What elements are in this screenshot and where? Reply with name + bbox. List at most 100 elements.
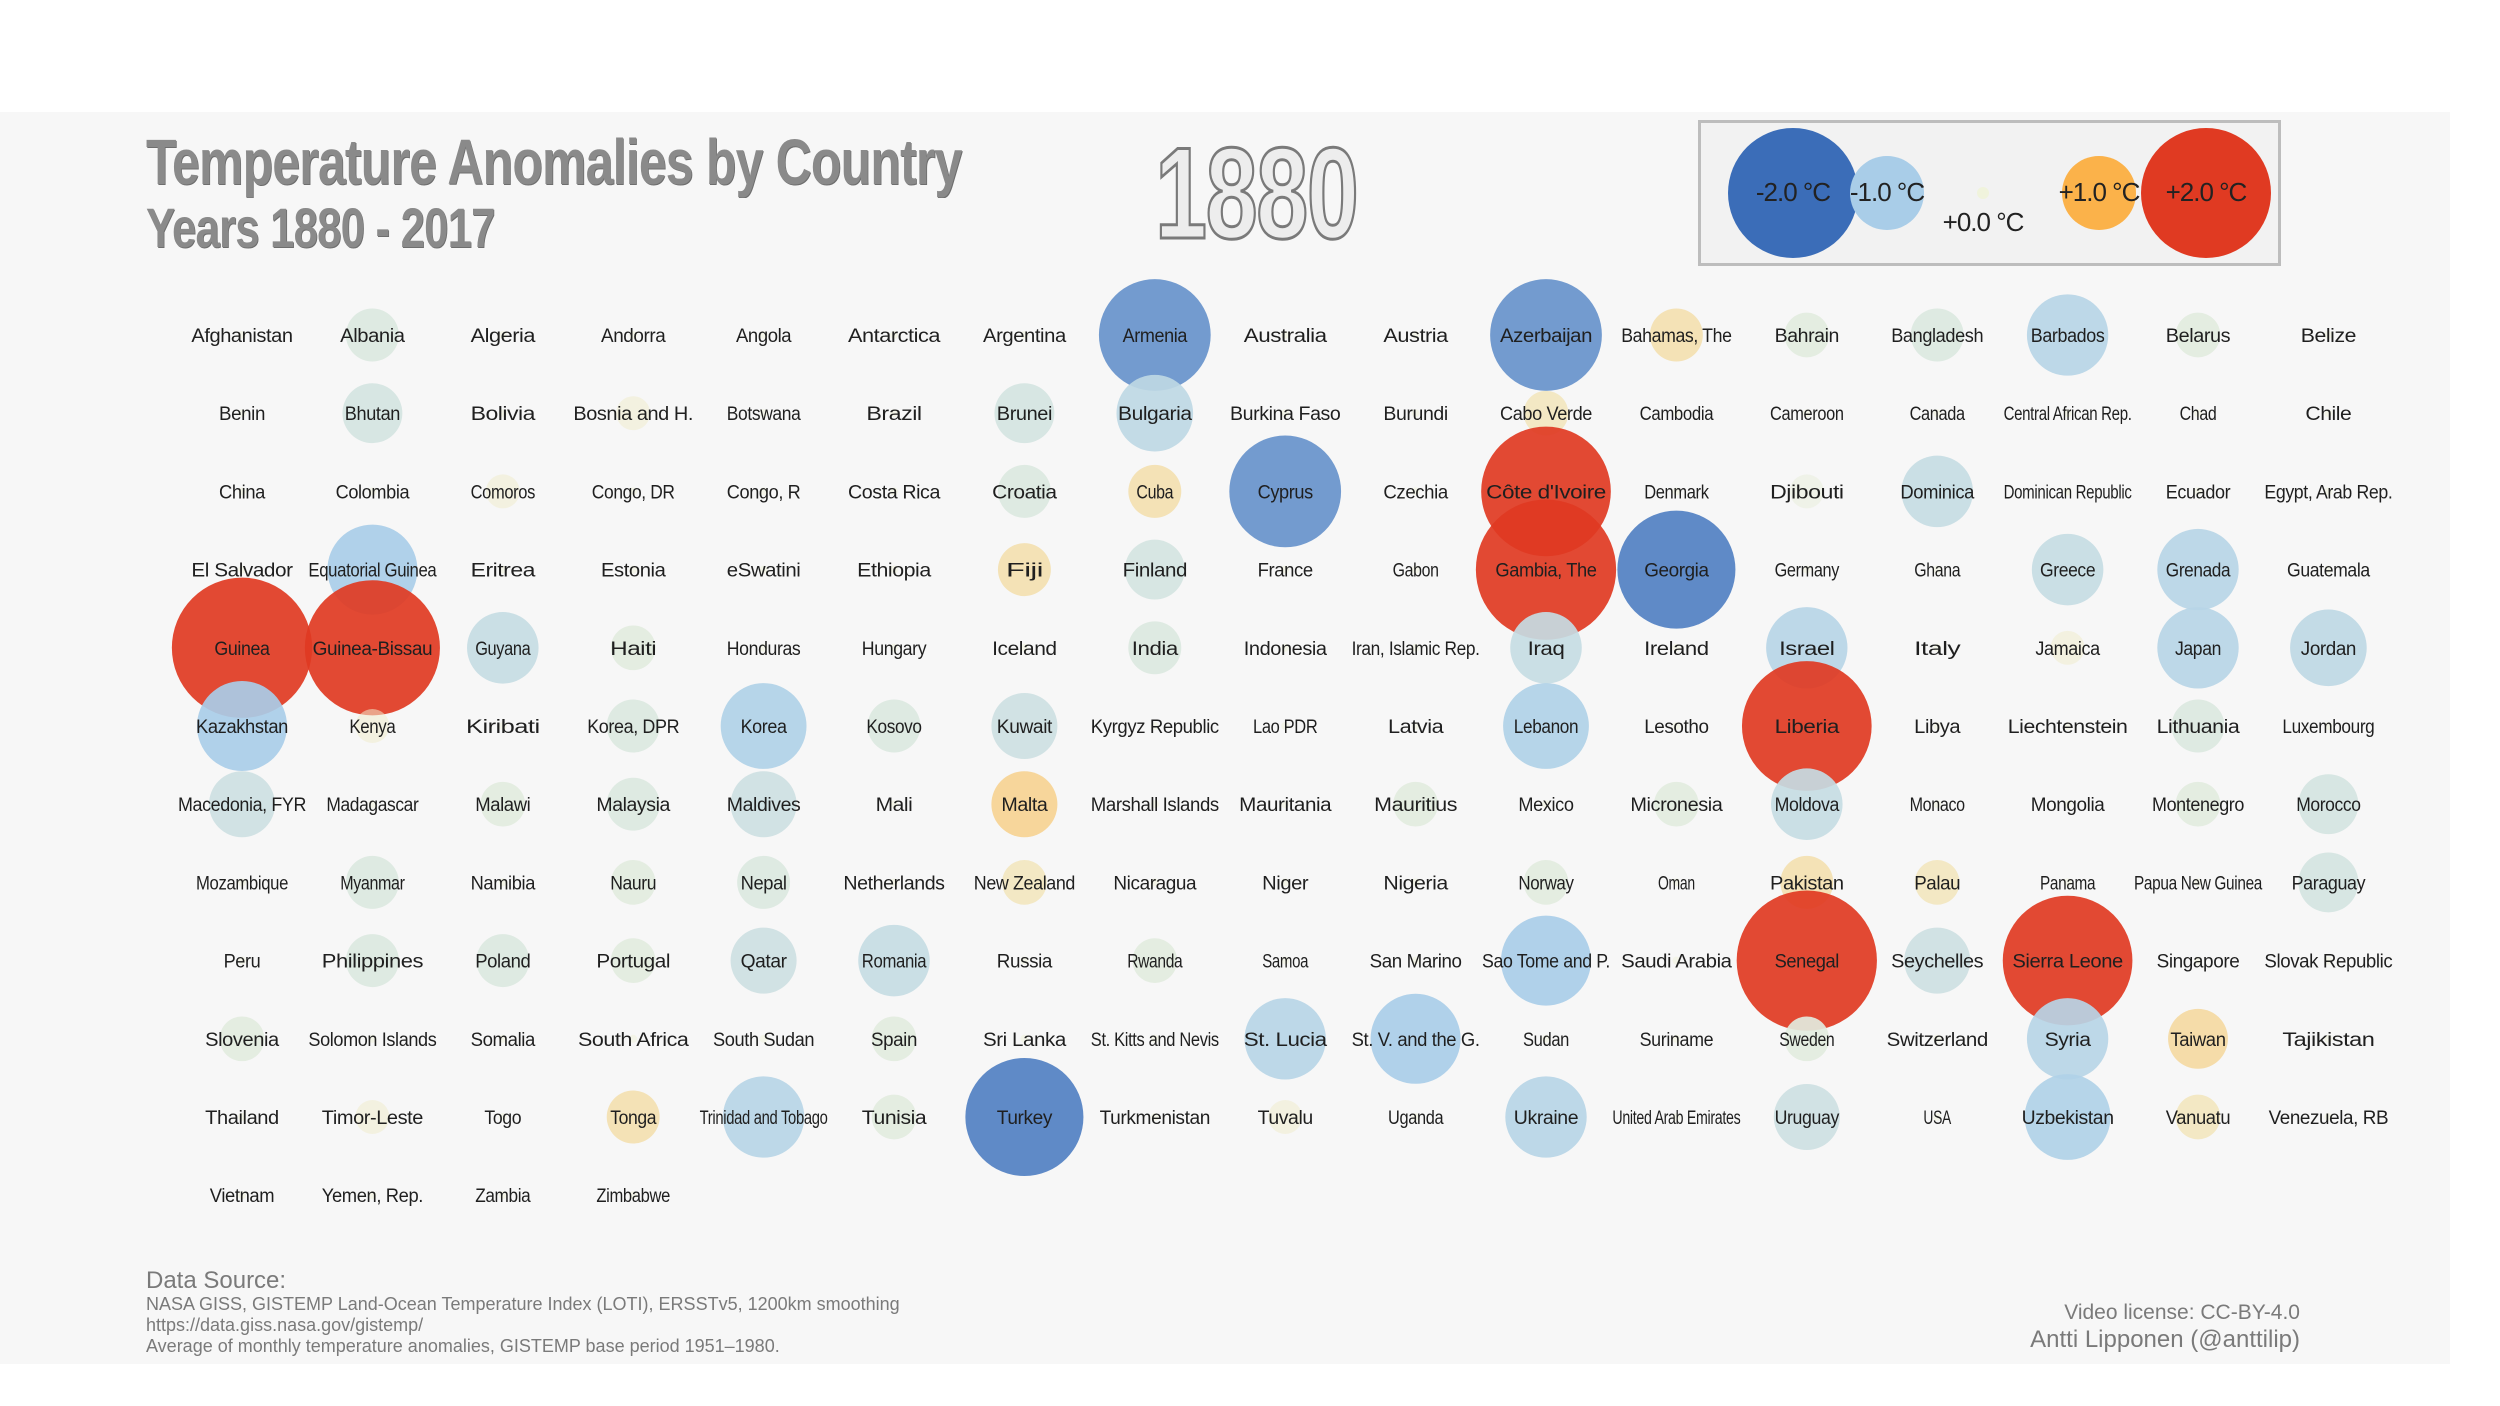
- chart-title: Temperature Anomalies by Country: [146, 126, 962, 198]
- bubble-label: Chile: [2305, 404, 2351, 425]
- bubble: [1128, 621, 1182, 675]
- bubble-label: Hungary: [862, 639, 927, 660]
- bubble-label: Nigeria: [1383, 873, 1448, 894]
- bubble-label: Lesotho: [1644, 717, 1708, 738]
- bubble: [345, 934, 399, 988]
- bubble: [1124, 539, 1185, 600]
- legend-label: +2.0 °C: [2165, 177, 2248, 208]
- bubble-label: Cambodia: [1640, 404, 1714, 425]
- bubble-label: Bolivia: [471, 404, 536, 425]
- bubble-label: Timor-Leste: [322, 1108, 423, 1129]
- bubble: [355, 709, 390, 743]
- bubble: [1542, 800, 1550, 809]
- bubble: [997, 464, 1051, 518]
- legend-item-plus-1: +1.0 °C: [2059, 156, 2140, 230]
- bubble-label: Fiji: [1006, 561, 1043, 582]
- bubble: [2298, 852, 2359, 913]
- bubble-label: Peru: [224, 952, 261, 973]
- bubble-label: Lebanon: [1514, 717, 1578, 738]
- bubble-label: Liberia: [1775, 717, 1840, 738]
- bubble-label: Barbados: [2031, 326, 2105, 347]
- bubble: [606, 1090, 660, 1144]
- bubble-label: Turkmenistan: [1100, 1108, 1210, 1129]
- year-display: 1880: [1154, 119, 1360, 268]
- bubble-label: Jordan: [2301, 639, 2356, 660]
- bubble-label: Botswana: [727, 404, 801, 425]
- bubble: [890, 565, 898, 574]
- bubble-label: Ireland: [1644, 639, 1708, 660]
- bubble: [1784, 312, 1830, 358]
- bubble: [498, 1191, 507, 1200]
- bubble-label: Namibia: [471, 873, 536, 894]
- bubble: [1150, 800, 1159, 809]
- bubble: [2324, 331, 2333, 339]
- bubble: [1802, 565, 1811, 574]
- bubble: [1901, 455, 1973, 528]
- bubble: [606, 699, 660, 753]
- video-license: Video license: CC-BY-4.0: [2064, 1301, 2300, 1324]
- bubble: [1020, 331, 1029, 339]
- bubble: [991, 693, 1058, 759]
- bubble: [1411, 331, 1420, 339]
- bubble-label: Macedonia, FYR: [178, 795, 306, 816]
- bubble-label: Papua New Guinea: [2134, 873, 2263, 894]
- bubble: [304, 580, 440, 716]
- bubble: [1933, 1113, 1942, 1121]
- bubble: [1411, 409, 1420, 418]
- bubble-label: Pakistan: [1770, 873, 1844, 894]
- bubble-label: Tunisia: [862, 1108, 927, 1129]
- author-credit: Antti Lipponen (@anttilip): [2030, 1326, 2300, 1353]
- bubble-label: Côte d'Ivoire: [1486, 482, 1606, 503]
- bubble-label: Panama: [2040, 873, 2096, 894]
- bubble: [890, 409, 898, 418]
- bubble-label: Mongolia: [2031, 795, 2105, 816]
- bubble: [1020, 643, 1029, 652]
- bubble-label: Ukraine: [1514, 1108, 1578, 1129]
- bubble-label: Gambia, The: [1495, 561, 1596, 582]
- bubble: [2063, 409, 2072, 418]
- bubble-label: Ecuador: [2166, 482, 2231, 503]
- bubble: [1490, 279, 1602, 391]
- bubble-label: Belarus: [2166, 326, 2230, 347]
- bubble: [890, 878, 898, 887]
- bubble: [890, 331, 898, 339]
- bubble-label: Colombia: [336, 482, 410, 503]
- bubble: [2063, 878, 2072, 887]
- bubble: [858, 924, 930, 997]
- bubble-label: Philippines: [322, 952, 423, 973]
- bubble-label: Ghana: [1914, 561, 1961, 582]
- bubble: [1672, 487, 1681, 496]
- bubble-label: Micronesia: [1630, 795, 1723, 816]
- bubble: [2324, 409, 2333, 418]
- bubble-label: El Salvador: [191, 561, 293, 582]
- bubble: [1736, 890, 1877, 1031]
- bubble: [238, 487, 246, 496]
- data-source-url: https://data.giss.nasa.gov/gistemp/: [146, 1315, 424, 1335]
- bubble-label: Bahrain: [1775, 326, 1839, 347]
- bubble: [2324, 1034, 2333, 1043]
- bubble-label: Australia: [1244, 326, 1328, 347]
- bubble-label: Taiwan: [2170, 1030, 2225, 1051]
- bubble-label: Bahamas, The: [1621, 326, 1731, 347]
- bubble-label: France: [1258, 561, 1313, 582]
- bubble: [2324, 565, 2333, 574]
- bubble-label: Yemen, Rep.: [322, 1186, 423, 1207]
- bubble-label: Estonia: [601, 561, 666, 582]
- bubble-label: Central African Rep.: [2004, 404, 2132, 425]
- bubble-label: Cyprus: [1258, 482, 1313, 503]
- bubble: [610, 625, 656, 671]
- bubble-label: Albania: [340, 326, 405, 347]
- bubble-label: Czechia: [1383, 482, 1448, 503]
- bubble: [1411, 878, 1420, 887]
- bubble: [1281, 643, 1290, 652]
- bubble: [890, 643, 898, 652]
- bubble: [498, 1113, 507, 1121]
- bubble: [610, 860, 656, 905]
- bubble: [1411, 487, 1420, 496]
- bubble-label: Monaco: [1910, 795, 1965, 816]
- bubble-label: Nauru: [610, 873, 656, 894]
- data-source-line: NASA GISS, GISTEMP Land-Ocean Temperatur…: [146, 1294, 900, 1314]
- credits: Video license: CC-BY-4.0 Antti Lipponen …: [2030, 1300, 2300, 1354]
- bubble: [1933, 722, 1942, 730]
- bubble: [1281, 956, 1290, 965]
